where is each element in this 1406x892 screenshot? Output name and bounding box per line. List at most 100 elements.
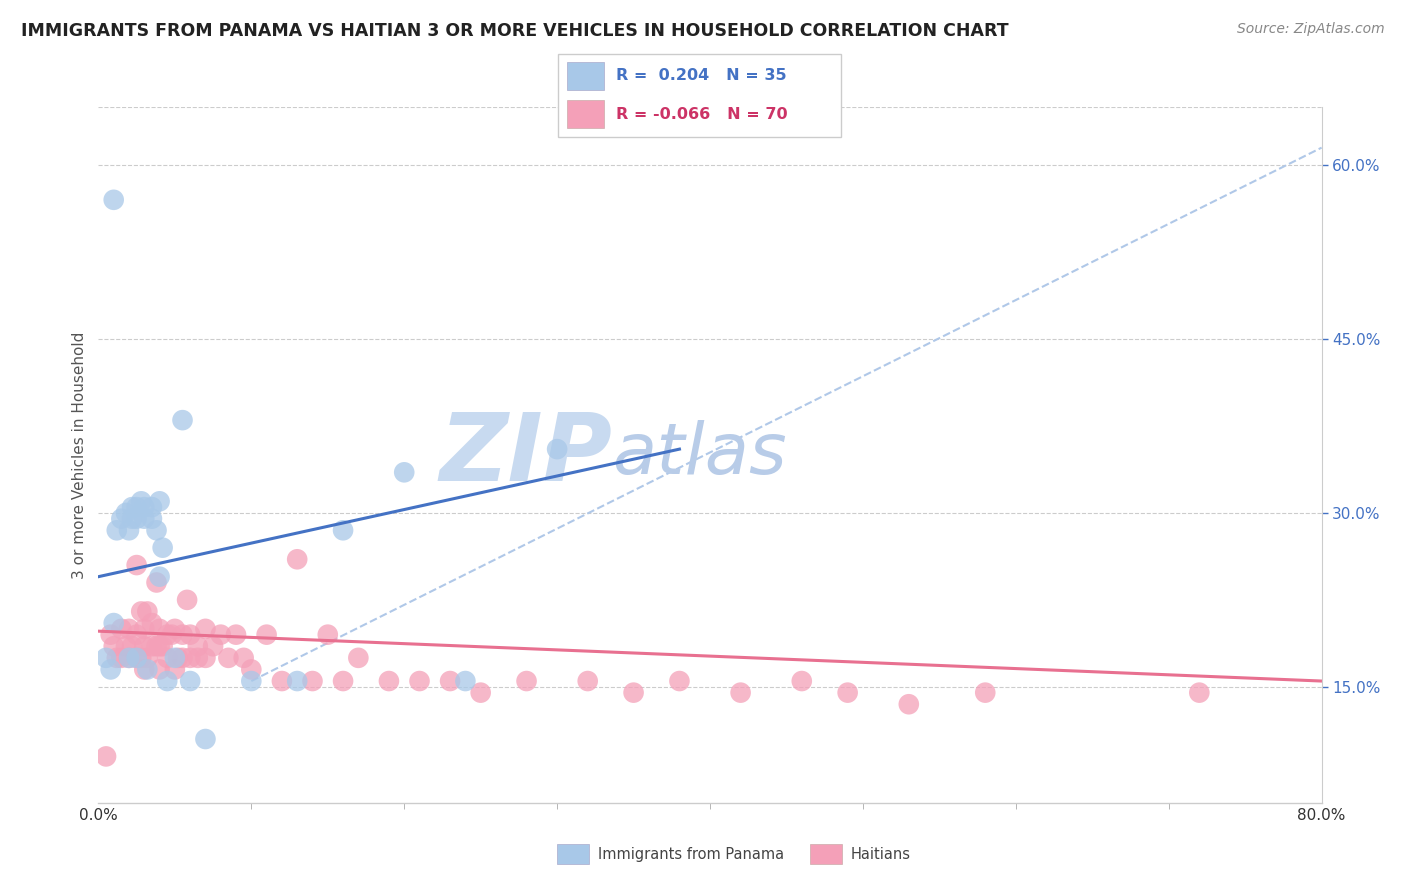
Point [217, 651, 239, 665]
Point [194, 731, 217, 746]
Text: Immigrants from Panama: Immigrants from Panama [598, 847, 783, 862]
Point [392, 466, 416, 480]
Point [145, 523, 167, 537]
Point [118, 622, 141, 636]
Point [134, 622, 156, 636]
Point [129, 494, 152, 508]
Point [576, 674, 599, 689]
Point [179, 628, 201, 642]
Point [103, 615, 125, 630]
Point [285, 674, 308, 689]
Point [347, 651, 370, 665]
Point [730, 685, 752, 699]
Point [110, 622, 132, 636]
Point [149, 622, 172, 636]
Point [141, 639, 163, 653]
Point [145, 639, 167, 653]
Point [270, 674, 292, 689]
Point [194, 651, 217, 665]
Point [897, 698, 920, 712]
Point [145, 575, 167, 590]
Point [125, 628, 148, 642]
Point [115, 639, 138, 653]
Text: Source: ZipAtlas.com: Source: ZipAtlas.com [1237, 22, 1385, 37]
Point [172, 413, 194, 427]
Point [187, 639, 209, 653]
Point [110, 651, 132, 665]
Point [160, 628, 183, 642]
Point [1188, 685, 1211, 699]
Point [152, 541, 174, 555]
Point [105, 523, 128, 537]
Point [121, 639, 143, 653]
Text: R = -0.066   N = 70: R = -0.066 N = 70 [616, 107, 787, 121]
Point [125, 651, 148, 665]
Point [470, 685, 492, 699]
Point [134, 500, 156, 514]
Point [129, 651, 152, 665]
Point [121, 500, 143, 514]
Point [172, 628, 194, 642]
Point [118, 523, 141, 537]
Point [285, 552, 308, 566]
Point [179, 674, 201, 689]
Bar [567, 62, 605, 90]
Point [187, 651, 209, 665]
Point [94, 749, 117, 764]
Point [837, 685, 859, 699]
Point [172, 651, 194, 665]
Point [516, 674, 538, 689]
Point [179, 651, 201, 665]
Point [125, 558, 148, 573]
Point [94, 651, 117, 665]
Point [134, 511, 156, 525]
Point [152, 639, 174, 653]
Point [136, 605, 159, 619]
Point [194, 622, 217, 636]
Point [141, 615, 163, 630]
Point [240, 662, 263, 676]
Point [149, 639, 172, 653]
Point [332, 523, 354, 537]
Point [141, 500, 163, 514]
Point [100, 628, 122, 642]
Point [202, 639, 225, 653]
Point [115, 506, 138, 520]
Point [121, 511, 143, 525]
Point [974, 685, 997, 699]
Point [240, 674, 263, 689]
Point [454, 674, 477, 689]
Point [136, 662, 159, 676]
Point [378, 674, 401, 689]
Point [163, 622, 186, 636]
Point [141, 511, 163, 525]
Point [408, 674, 430, 689]
Point [103, 639, 125, 653]
Text: IMMIGRANTS FROM PANAMA VS HAITIAN 3 OR MORE VEHICLES IN HOUSEHOLD CORRELATION CH: IMMIGRANTS FROM PANAMA VS HAITIAN 3 OR M… [21, 22, 1008, 40]
Text: ZIP: ZIP [439, 409, 612, 501]
Text: atlas: atlas [612, 420, 787, 490]
Point [167, 651, 190, 665]
Point [546, 442, 568, 456]
Point [668, 674, 690, 689]
Point [149, 570, 172, 584]
Point [110, 511, 132, 525]
Point [316, 628, 339, 642]
Point [209, 628, 232, 642]
Point [103, 193, 125, 207]
Point [134, 662, 156, 676]
Text: Haitians: Haitians [851, 847, 911, 862]
Point [136, 651, 159, 665]
Point [100, 662, 122, 676]
Point [156, 628, 179, 642]
Point [125, 651, 148, 665]
Point [256, 628, 278, 642]
FancyBboxPatch shape [558, 54, 841, 137]
Point [125, 500, 148, 514]
Point [125, 511, 148, 525]
Point [232, 651, 254, 665]
Point [156, 651, 179, 665]
Point [118, 651, 141, 665]
Point [149, 662, 172, 676]
Point [156, 674, 179, 689]
